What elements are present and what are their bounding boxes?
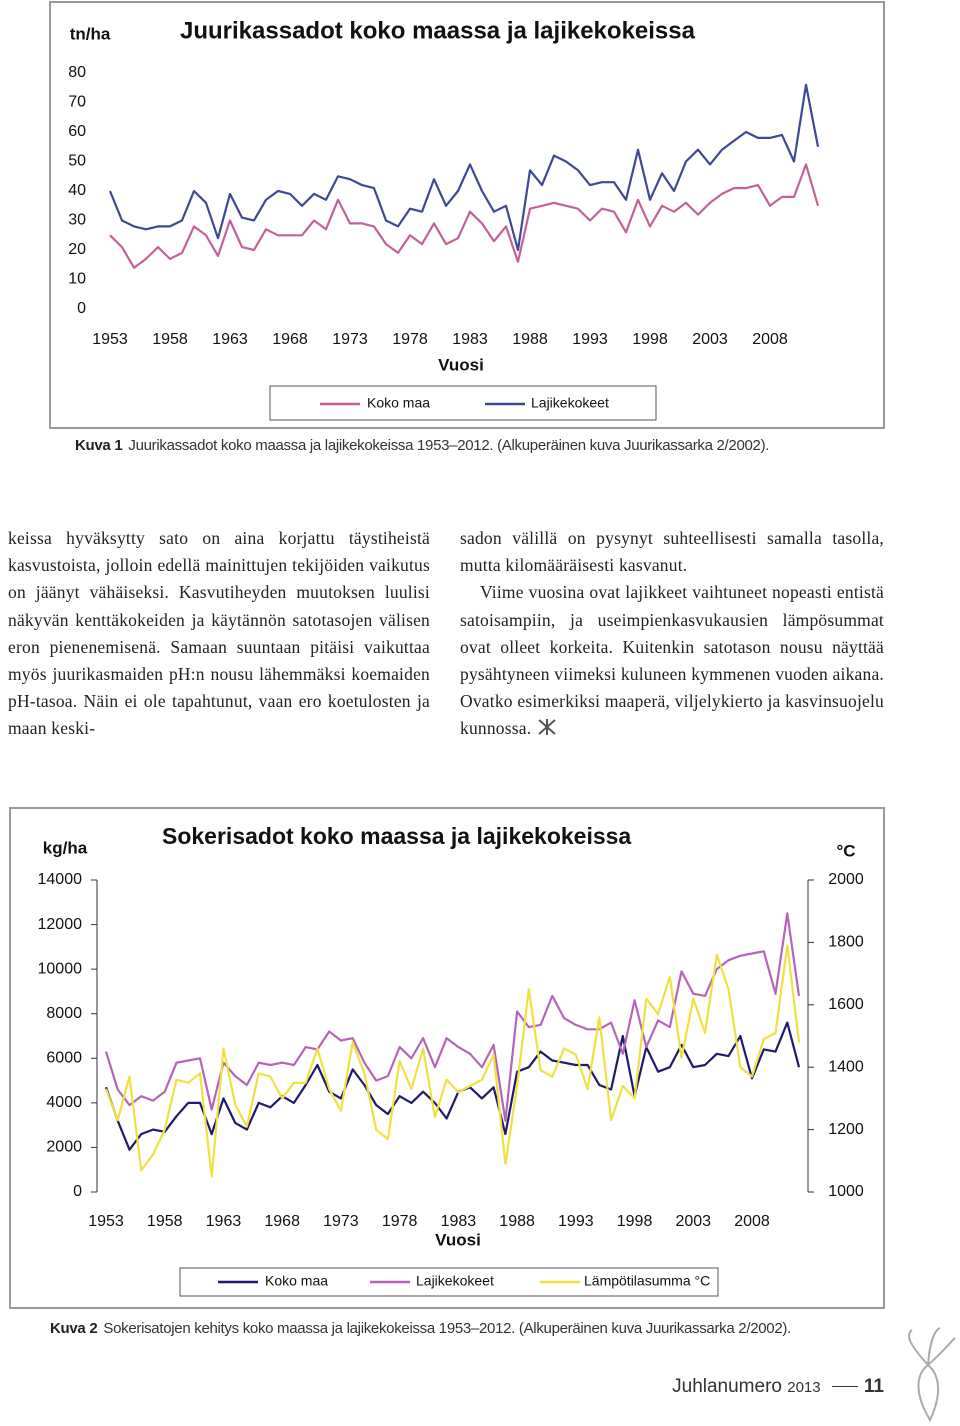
x-tick-label: 1988 bbox=[512, 331, 548, 348]
footer: Juhlanumero 2013 11 bbox=[672, 1376, 884, 1398]
x-tick-label: 1978 bbox=[392, 331, 428, 348]
y-tick-label: 8000 bbox=[46, 1005, 82, 1022]
end-mark bbox=[538, 719, 556, 736]
x-tick-label: 1953 bbox=[88, 1213, 124, 1230]
text-column: sadon välillä on pysynyt suhteellisesti … bbox=[460, 525, 884, 743]
y-tick-label: 0 bbox=[77, 300, 86, 317]
beet-icon bbox=[908, 1327, 956, 1423]
y-tick-label: 80 bbox=[68, 64, 86, 81]
chart-frame bbox=[9, 807, 885, 1309]
series-line bbox=[108, 83, 820, 252]
x-tick-label: 1973 bbox=[332, 331, 368, 348]
x-tick-label: 1988 bbox=[499, 1213, 535, 1230]
legend-label: Lajikekokeet bbox=[531, 395, 609, 411]
caption: Kuva 2 Sokerisatojen kehitys koko maassa … bbox=[50, 1320, 791, 1337]
x-tick-label: 1963 bbox=[206, 1213, 242, 1230]
caption-text: Juurikassadot koko maassa ja lajikekokei… bbox=[128, 437, 770, 454]
x-tick-label: 1983 bbox=[441, 1213, 477, 1230]
x-tick-label: 1958 bbox=[152, 331, 188, 348]
y2-tick-label: 1000 bbox=[828, 1183, 864, 1200]
y-tick-label: 12000 bbox=[38, 916, 83, 933]
x-tick-label: 2008 bbox=[752, 331, 788, 348]
y-tick-label: 0 bbox=[73, 1183, 82, 1200]
x-tick-label: 1998 bbox=[617, 1213, 653, 1230]
page-number: 11 bbox=[863, 1376, 884, 1397]
year: 2013 bbox=[787, 1379, 821, 1396]
caption-label: Kuva 2 bbox=[50, 1320, 98, 1337]
y-tick-label: 60 bbox=[68, 123, 86, 140]
x-tick-label: 1958 bbox=[147, 1213, 183, 1230]
x-tick-label: 1953 bbox=[92, 331, 128, 348]
x-tick-label: 1968 bbox=[264, 1213, 300, 1230]
x-tick-label: 1983 bbox=[452, 331, 488, 348]
legend-label: Lajikekokeet bbox=[416, 1273, 494, 1289]
y2-axis-label: °C bbox=[836, 841, 855, 860]
y-tick-label: 10 bbox=[68, 271, 86, 288]
x-tick-label: 2003 bbox=[692, 331, 728, 348]
x-tick-label: 2008 bbox=[734, 1213, 770, 1230]
paragraph: Viime vuosina ovat lajikkeet vaihtuneet … bbox=[460, 579, 884, 742]
y-tick-label: 2000 bbox=[46, 1139, 82, 1156]
y-tick-label: 50 bbox=[68, 153, 86, 170]
caption-label: Kuva 1 bbox=[75, 437, 123, 454]
y2-tick-label: 1800 bbox=[828, 934, 864, 951]
y-axis-label: kg/ha bbox=[43, 838, 88, 857]
y-axis-label: tn/ha bbox=[70, 24, 111, 43]
series-line bbox=[104, 912, 801, 1122]
legend-label: Koko maa bbox=[367, 395, 430, 411]
x-axis-label: Vuosi bbox=[438, 355, 484, 374]
y-tick-label: 30 bbox=[68, 212, 86, 229]
y2-tick-label: 2000 bbox=[828, 871, 864, 888]
x-tick-label: 1978 bbox=[382, 1213, 418, 1230]
text-column: keissa hyväksytty sato on aina korjattu … bbox=[8, 525, 430, 743]
y-tick-label: 4000 bbox=[46, 1094, 82, 1111]
x-tick-label: 1963 bbox=[212, 331, 248, 348]
legend-label: Koko maa bbox=[265, 1273, 328, 1289]
x-tick-label: 1993 bbox=[572, 331, 608, 348]
x-tick-label: 1973 bbox=[323, 1213, 359, 1230]
legend-label: Lämpötilasumma °C bbox=[584, 1273, 710, 1289]
caption-text: Sokerisatojen kehitys koko maassa ja laj… bbox=[103, 1320, 791, 1337]
y2-tick-label: 1600 bbox=[828, 996, 864, 1013]
caption: Kuva 1 Juurikassadot koko maassa ja lajik… bbox=[75, 437, 769, 454]
x-tick-label: 1993 bbox=[558, 1213, 594, 1230]
y2-tick-label: 1200 bbox=[828, 1121, 864, 1138]
y-tick-label: 14000 bbox=[38, 871, 83, 888]
y2-tick-label: 1400 bbox=[828, 1058, 864, 1075]
paragraph-text: Viime vuosina ovat lajikkeet vaihtuneet … bbox=[460, 582, 884, 739]
y-tick-label: 70 bbox=[68, 94, 86, 111]
publication: Juhlanumero bbox=[672, 1376, 782, 1397]
x-tick-label: 2003 bbox=[675, 1213, 711, 1230]
x-axis-label: Vuosi bbox=[435, 1230, 481, 1249]
x-tick-label: 1968 bbox=[272, 331, 308, 348]
series-line bbox=[104, 944, 801, 1178]
y-tick-label: 40 bbox=[68, 182, 86, 199]
series-line bbox=[109, 163, 820, 269]
legend-box bbox=[179, 1267, 719, 1297]
chart-frame bbox=[49, 1, 885, 429]
paragraph: sadon välillä on pysynyt suhteellisesti … bbox=[460, 528, 884, 576]
y-tick-label: 20 bbox=[68, 241, 86, 258]
paragraph: keissa hyväksytty sato on aina korjattu … bbox=[8, 528, 430, 739]
y-tick-label: 10000 bbox=[38, 960, 83, 977]
chart-title: Juurikassadot koko maassa ja lajikekokei… bbox=[180, 17, 696, 44]
chart-title: Sokerisadot koko maassa ja lajikekokeiss… bbox=[162, 823, 631, 849]
y-tick-label: 6000 bbox=[46, 1050, 82, 1067]
x-tick-label: 1998 bbox=[632, 331, 668, 348]
